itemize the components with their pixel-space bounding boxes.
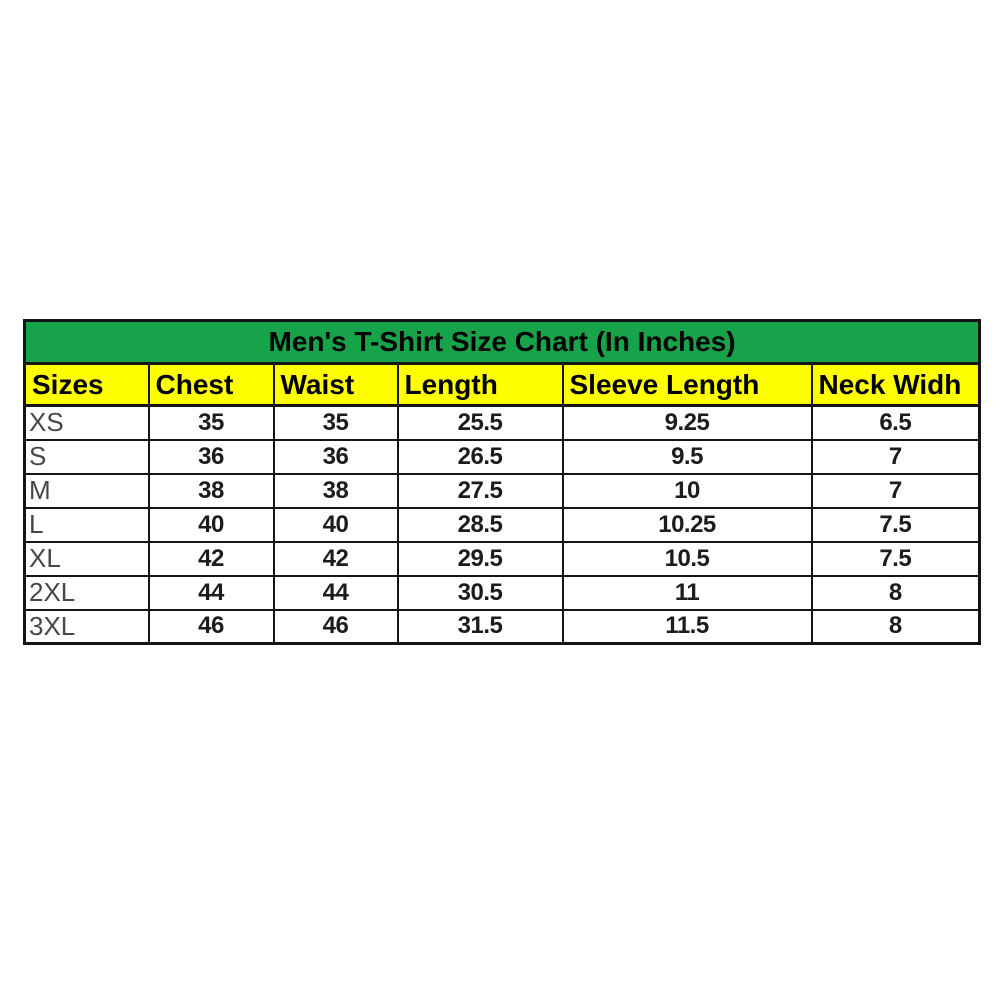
measurement-cell: 27.5: [396, 472, 564, 509]
measurement-cell: 7.5: [810, 506, 981, 543]
chart-title: Men's T-Shirt Size Chart (In Inches): [23, 319, 981, 365]
measurement-cell: 40: [147, 506, 275, 543]
size-label-cell: L: [23, 506, 150, 543]
table-row: M 38 38 27.5 10 7: [23, 472, 981, 509]
measurement-cell: 31.5: [396, 608, 564, 645]
column-header-waist: Waist: [272, 362, 399, 407]
measurement-cell: 35: [272, 404, 399, 441]
table-row: S 36 36 26.5 9.5 7: [23, 438, 981, 475]
column-header-sleeve-length: Sleeve Length: [561, 362, 813, 407]
measurement-cell: 10: [561, 472, 813, 509]
measurement-cell: 10.25: [561, 506, 813, 543]
measurement-cell: 10.5: [561, 540, 813, 577]
measurement-cell: 7: [810, 472, 981, 509]
measurement-cell: 38: [272, 472, 399, 509]
table-row: 3XL 46 46 31.5 11.5 8: [23, 608, 981, 645]
table-row: XL 42 42 29.5 10.5 7.5: [23, 540, 981, 577]
size-label-cell: M: [23, 472, 150, 509]
measurement-cell: 11: [561, 574, 813, 611]
measurement-cell: 7.5: [810, 540, 981, 577]
measurement-cell: 26.5: [396, 438, 564, 475]
column-header-neck-width: Neck Widh: [810, 362, 981, 407]
measurement-cell: 40: [272, 506, 399, 543]
measurement-cell: 42: [147, 540, 275, 577]
measurement-cell: 9.25: [561, 404, 813, 441]
measurement-cell: 46: [147, 608, 275, 645]
measurement-cell: 35: [147, 404, 275, 441]
measurement-cell: 11.5: [561, 608, 813, 645]
size-chart-table: Men's T-Shirt Size Chart (In Inches) Siz…: [23, 319, 982, 645]
size-label-cell: 2XL: [23, 574, 150, 611]
table-row: XS 35 35 25.5 9.25 6.5: [23, 404, 981, 441]
column-header-length: Length: [396, 362, 564, 407]
measurement-cell: 38: [147, 472, 275, 509]
column-header-chest: Chest: [147, 362, 275, 407]
column-header-sizes: Sizes: [23, 362, 150, 407]
measurement-cell: 7: [810, 438, 981, 475]
title-row: Men's T-Shirt Size Chart (In Inches): [23, 319, 981, 365]
size-chart-container: Men's T-Shirt Size Chart (In Inches) Siz…: [23, 319, 982, 645]
measurement-cell: 36: [272, 438, 399, 475]
measurement-cell: 29.5: [396, 540, 564, 577]
measurement-cell: 46: [272, 608, 399, 645]
measurement-cell: 44: [147, 574, 275, 611]
measurement-cell: 28.5: [396, 506, 564, 543]
measurement-cell: 30.5: [396, 574, 564, 611]
size-label-cell: 3XL: [23, 608, 150, 645]
header-row: Sizes Chest Waist Length Sleeve Length N…: [23, 362, 981, 407]
measurement-cell: 8: [810, 574, 981, 611]
measurement-cell: 36: [147, 438, 275, 475]
table-row: L 40 40 28.5 10.25 7.5: [23, 506, 981, 543]
size-label-cell: XS: [23, 404, 150, 441]
measurement-cell: 44: [272, 574, 399, 611]
size-label-cell: XL: [23, 540, 150, 577]
measurement-cell: 25.5: [396, 404, 564, 441]
size-label-cell: S: [23, 438, 150, 475]
table-row: 2XL 44 44 30.5 11 8: [23, 574, 981, 611]
measurement-cell: 6.5: [810, 404, 981, 441]
measurement-cell: 8: [810, 608, 981, 645]
measurement-cell: 9.5: [561, 438, 813, 475]
size-table-body: XS 35 35 25.5 9.25 6.5 S 36 36 26.5 9.5 7 M 38 38 27.5 1…: [23, 404, 981, 645]
measurement-cell: 42: [272, 540, 399, 577]
